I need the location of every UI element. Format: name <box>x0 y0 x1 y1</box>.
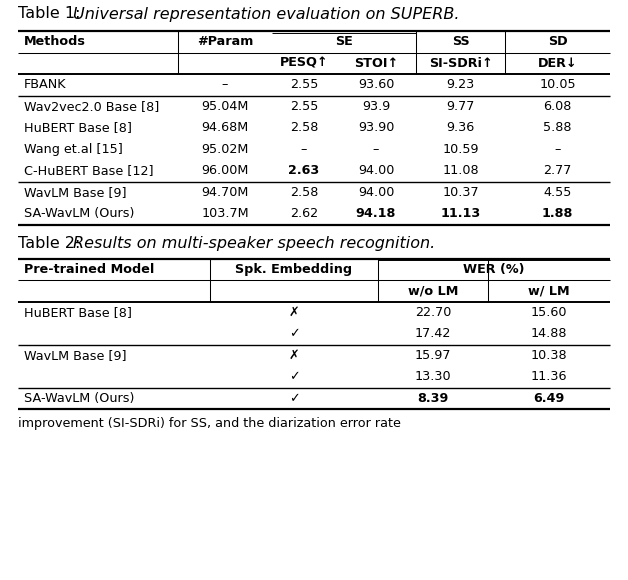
Text: 94.70M: 94.70M <box>202 186 249 199</box>
Text: PESQ↑: PESQ↑ <box>279 57 328 70</box>
Text: FBANK: FBANK <box>24 78 67 91</box>
Text: 103.7M: 103.7M <box>201 207 249 220</box>
Text: WavLM Base [9]: WavLM Base [9] <box>24 349 126 362</box>
Text: Table 1:: Table 1: <box>18 6 85 21</box>
Text: SE: SE <box>335 35 353 48</box>
Text: 22.70: 22.70 <box>415 306 451 319</box>
Text: 95.02M: 95.02M <box>202 143 249 156</box>
Text: 2.58: 2.58 <box>290 186 318 199</box>
Text: 96.00M: 96.00M <box>202 164 249 177</box>
Text: 10.59: 10.59 <box>442 143 479 156</box>
Text: SA-WavLM (Ours): SA-WavLM (Ours) <box>24 207 134 220</box>
Text: DER↓: DER↓ <box>538 57 577 70</box>
Text: improvement (SI-SDRi) for SS, and the diarization error rate: improvement (SI-SDRi) for SS, and the di… <box>18 418 401 430</box>
Text: –: – <box>555 143 561 156</box>
Text: Table 2:: Table 2: <box>18 236 85 251</box>
Text: C-HuBERT Base [12]: C-HuBERT Base [12] <box>24 164 153 177</box>
Text: ✓: ✓ <box>289 392 300 405</box>
Text: 10.05: 10.05 <box>539 78 576 91</box>
Text: 8.39: 8.39 <box>418 392 448 405</box>
Text: #Param: #Param <box>197 35 253 48</box>
Text: 9.36: 9.36 <box>447 121 475 134</box>
Text: 93.9: 93.9 <box>362 100 390 113</box>
Text: Wav2vec2.0 Base [8]: Wav2vec2.0 Base [8] <box>24 100 160 113</box>
Text: Spk. Embedding: Spk. Embedding <box>236 263 352 276</box>
Text: 17.42: 17.42 <box>415 327 451 340</box>
Text: 2.55: 2.55 <box>290 78 318 91</box>
Text: 6.49: 6.49 <box>533 392 565 405</box>
Text: 15.97: 15.97 <box>414 349 452 362</box>
Text: 11.13: 11.13 <box>440 207 480 220</box>
Text: ✗: ✗ <box>289 306 300 319</box>
Text: –: – <box>373 143 379 156</box>
Text: SI-SDRi↑: SI-SDRi↑ <box>429 57 492 70</box>
Text: 4.55: 4.55 <box>543 186 571 199</box>
Text: WER (%): WER (%) <box>463 263 525 276</box>
Text: 94.00: 94.00 <box>358 186 394 199</box>
Text: 1.88: 1.88 <box>542 207 573 220</box>
Text: Pre-trained Model: Pre-trained Model <box>24 263 154 276</box>
Text: w/o LM: w/o LM <box>408 284 458 297</box>
Text: Wang et.al [15]: Wang et.al [15] <box>24 143 122 156</box>
Text: 2.55: 2.55 <box>290 100 318 113</box>
Text: 11.36: 11.36 <box>531 370 567 383</box>
Text: 10.37: 10.37 <box>442 186 479 199</box>
Text: 9.77: 9.77 <box>447 100 475 113</box>
Text: 2.62: 2.62 <box>290 207 318 220</box>
Text: 93.60: 93.60 <box>358 78 394 91</box>
Text: 14.88: 14.88 <box>531 327 567 340</box>
Text: Universal representation evaluation on SUPERB.: Universal representation evaluation on S… <box>73 6 460 21</box>
Text: SS: SS <box>452 35 469 48</box>
Text: 9.23: 9.23 <box>447 78 475 91</box>
Text: 13.30: 13.30 <box>414 370 452 383</box>
Text: 2.63: 2.63 <box>288 164 320 177</box>
Text: w/ LM: w/ LM <box>528 284 570 297</box>
Text: 10.38: 10.38 <box>531 349 567 362</box>
Text: 2.77: 2.77 <box>543 164 571 177</box>
Text: 94.00: 94.00 <box>358 164 394 177</box>
Text: 93.90: 93.90 <box>358 121 394 134</box>
Text: HuBERT Base [8]: HuBERT Base [8] <box>24 306 132 319</box>
Text: –: – <box>222 78 228 91</box>
Text: WavLM Base [9]: WavLM Base [9] <box>24 186 126 199</box>
Text: 15.60: 15.60 <box>531 306 567 319</box>
Text: ✓: ✓ <box>289 327 300 340</box>
Text: 5.88: 5.88 <box>543 121 571 134</box>
Text: 94.68M: 94.68M <box>202 121 249 134</box>
Text: ✗: ✗ <box>289 349 300 362</box>
Text: 11.08: 11.08 <box>442 164 479 177</box>
Text: ✓: ✓ <box>289 370 300 383</box>
Text: –: – <box>301 143 307 156</box>
Text: HuBERT Base [8]: HuBERT Base [8] <box>24 121 132 134</box>
Text: Results on multi-speaker speech recognition.: Results on multi-speaker speech recognit… <box>73 236 435 251</box>
Text: Methods: Methods <box>24 35 86 48</box>
Text: SD: SD <box>548 35 567 48</box>
Text: 6.08: 6.08 <box>543 100 571 113</box>
Text: SA-WavLM (Ours): SA-WavLM (Ours) <box>24 392 134 405</box>
Text: 2.58: 2.58 <box>290 121 318 134</box>
Text: 95.04M: 95.04M <box>202 100 249 113</box>
Text: 94.18: 94.18 <box>356 207 396 220</box>
Text: STOI↑: STOI↑ <box>354 57 398 70</box>
